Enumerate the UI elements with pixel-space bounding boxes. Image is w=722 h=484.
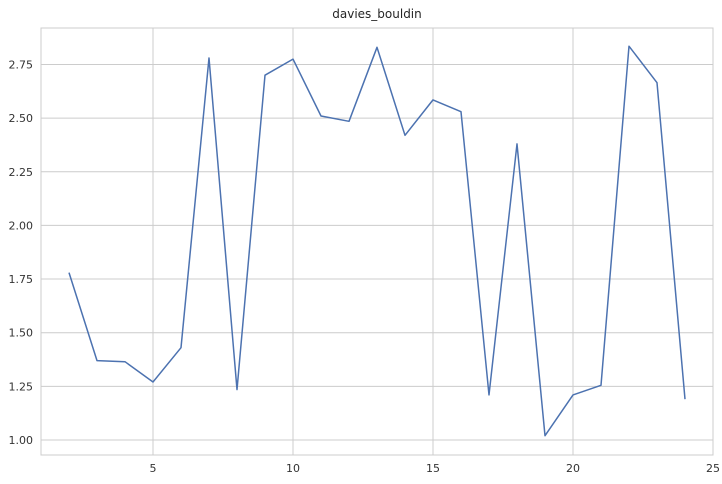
series-line [68, 45, 686, 437]
y-tick-label: 2.00 [9, 219, 34, 232]
y-tick-label: 1.75 [9, 273, 34, 286]
y-tick-label: 2.75 [9, 58, 34, 71]
series-layer [68, 45, 686, 437]
y-tick-label: 2.50 [9, 112, 34, 125]
x-tick-label: 10 [286, 462, 300, 475]
y-tick-label: 1.50 [9, 327, 34, 340]
y-tick-label: 1.00 [9, 434, 34, 447]
plot-frame [40, 27, 714, 456]
chart-title: davies_bouldin [332, 7, 422, 21]
x-tick-label: 15 [426, 462, 440, 475]
x-tick-label: 5 [150, 462, 157, 475]
x-tick-label: 25 [706, 462, 720, 475]
y-tick-label: 2.25 [9, 166, 34, 179]
y-axis-ticks: 1.00 1.25 1.50 1.75 2.00 2.25 2.50 2.75 [9, 58, 34, 447]
x-tick-label: 20 [566, 462, 580, 475]
x-axis-ticks: 5 10 15 20 25 [150, 462, 721, 475]
y-tick-label: 1.25 [9, 380, 34, 393]
